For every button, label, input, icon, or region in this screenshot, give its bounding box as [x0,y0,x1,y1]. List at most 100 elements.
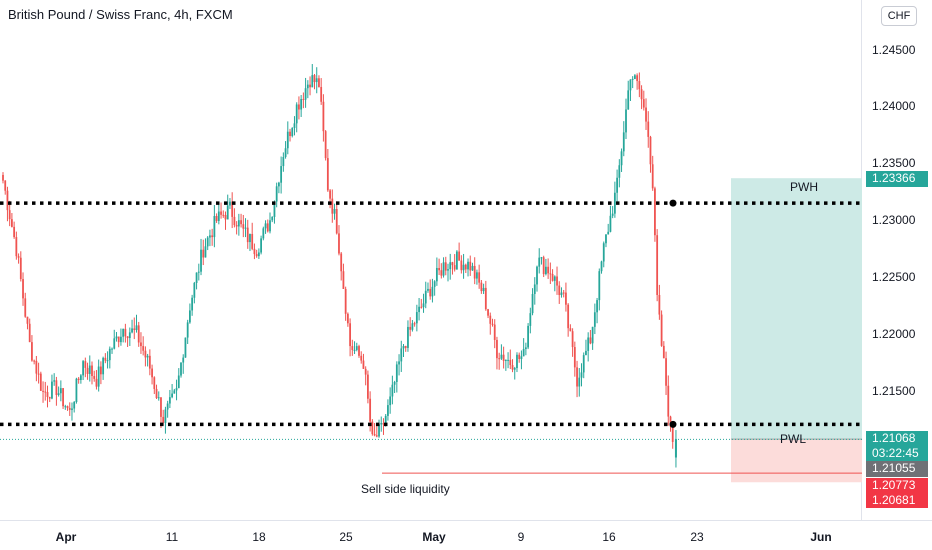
candle-body [271,216,274,221]
candle-body [576,367,578,387]
candle-body [358,346,360,356]
candle-body [313,75,316,83]
candle-body [413,323,416,325]
candle-body [573,347,576,368]
candle-body [2,174,4,181]
candle-body [378,424,380,437]
candle-body [524,347,527,350]
candle-body [596,300,598,313]
candle-body [215,215,218,221]
candle-body [164,409,167,423]
candle-body [22,279,24,299]
candle-body [658,294,661,315]
candle-body [184,337,187,358]
candle-body [634,75,636,79]
candle-body [111,348,113,350]
candle-body [375,435,378,437]
y-tick-label: 1.22000 [872,327,916,341]
candle-body [193,282,196,298]
candle-body [660,314,663,346]
candle-body [86,367,89,374]
candle-body [244,227,247,229]
candle-body [473,265,476,279]
candle-body [351,346,354,351]
candle-body [651,164,654,189]
candle-body [35,360,38,374]
candle-body [175,388,178,391]
y-tick-label: 1.23000 [872,213,916,227]
candle-body [173,390,176,394]
candle-body [262,228,265,239]
candle-body [144,350,147,358]
candle-body [102,357,105,375]
stop-top-tag: 1.20773 [866,478,928,493]
y-tick-label: 1.24500 [872,43,916,57]
candle-body [162,416,165,423]
candle-body [324,131,327,159]
candle-body [431,286,434,297]
candle-body [518,354,521,360]
candle-body [355,346,358,350]
candle-body [51,381,53,399]
candle-body [542,257,545,275]
candle-body [318,78,320,87]
candle-body [449,262,452,270]
candle-body [605,234,607,244]
candle-body [418,306,420,313]
candle-body [593,312,596,327]
candle-body [618,165,621,178]
candle-body [309,84,311,88]
candle-body [79,375,82,380]
candle-body [202,249,205,258]
candle-body [649,136,652,165]
candle-body [627,90,630,110]
candle-body [24,298,27,317]
y-tick-label: 1.24000 [872,99,916,113]
candle-body [273,201,276,217]
candle-body [166,403,169,410]
candle-body [11,219,13,227]
candle-body [206,237,209,247]
candle-body [189,310,191,323]
sell-side-liquidity-label: Sell side liquidity [361,482,450,496]
candle-body [353,349,356,351]
target-zone [731,178,862,440]
candle-body [117,336,120,343]
x-tick-label: Jun [810,530,832,544]
candle-body [585,350,587,356]
candle-body [57,393,60,395]
candle-body [591,326,594,344]
candle-body [562,292,565,294]
candle-body [447,269,449,271]
x-tick-label: May [422,530,446,544]
candle-body [33,360,36,362]
candle-body [264,223,267,229]
candle-body [500,354,503,359]
candle-body [476,272,478,279]
candle-body [647,121,650,137]
candle-body [293,123,296,128]
candle-body [424,290,427,304]
candle-body [335,209,338,234]
currency-button[interactable]: CHF [881,6,917,26]
candle-body [177,375,180,389]
candle-body [411,323,414,330]
candle-body [498,358,501,360]
candle-body [106,360,109,362]
candle-body [291,127,294,137]
candle-body [469,261,472,271]
candle-body [108,348,111,361]
candle-body [545,266,547,275]
pwh-label: PWH [790,180,818,194]
x-tick-label: 23 [690,530,704,544]
candle-body [400,348,403,362]
last-price-tag: 1.21068 [866,431,928,446]
candle-body [275,186,278,202]
candle-body [322,101,325,132]
candle-body [137,325,140,343]
candle-body [502,354,505,361]
candle-body [551,274,554,281]
candle-body [326,158,329,191]
candle-body [380,423,383,425]
